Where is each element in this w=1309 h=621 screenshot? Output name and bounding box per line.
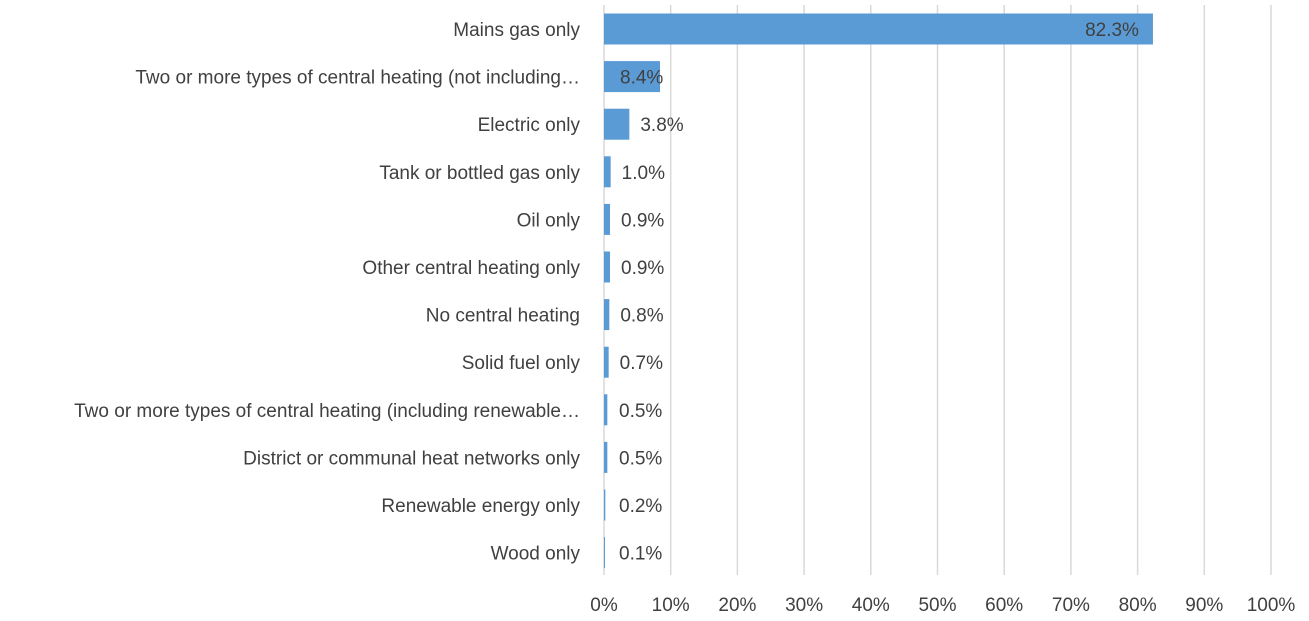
data-label: 82.3% bbox=[1085, 20, 1139, 41]
x-tick-label: 80% bbox=[1119, 595, 1157, 616]
x-tick-label: 30% bbox=[785, 595, 823, 616]
data-label: 0.7% bbox=[620, 353, 663, 374]
x-tick-label: 70% bbox=[1052, 595, 1090, 616]
bar bbox=[604, 108, 630, 140]
bar bbox=[604, 203, 611, 235]
data-label: 8.4% bbox=[620, 68, 663, 89]
x-tick-label: 50% bbox=[918, 595, 956, 616]
data-label: 1.0% bbox=[622, 163, 665, 184]
data-labels: 82.3% 8.4% 3.8% 1.0% 0.9% 0.9% 0.8% 0.7% 0.5% 0.5… bbox=[619, 20, 1139, 565]
data-label: 0.2% bbox=[619, 496, 662, 517]
category-label: Tank or bottled gas only bbox=[379, 163, 580, 184]
x-tick-label: 10% bbox=[652, 595, 690, 616]
data-label: 3.8% bbox=[640, 115, 683, 136]
data-label: 0.9% bbox=[621, 210, 664, 231]
x-tick-label: 0% bbox=[590, 595, 618, 616]
bar bbox=[604, 156, 611, 188]
category-label: Electric only bbox=[478, 115, 581, 136]
bar bbox=[604, 441, 608, 473]
bar bbox=[604, 299, 610, 331]
x-tick-label: 90% bbox=[1185, 595, 1223, 616]
bar bbox=[604, 394, 608, 426]
data-label: 0.8% bbox=[620, 306, 663, 327]
bar bbox=[604, 346, 609, 378]
bar bbox=[604, 489, 606, 521]
gridlines bbox=[603, 5, 1272, 575]
data-label: 0.5% bbox=[619, 401, 662, 422]
data-label: 0.5% bbox=[619, 448, 662, 469]
data-label: 0.1% bbox=[619, 544, 662, 565]
category-label: District or communal heat networks only bbox=[243, 448, 580, 469]
category-label: Mains gas only bbox=[453, 20, 580, 41]
category-labels: Mains gas only Two or more types of centr… bbox=[74, 20, 580, 565]
bar bbox=[604, 61, 661, 93]
bars bbox=[604, 13, 1153, 569]
x-tick-label: 40% bbox=[852, 595, 890, 616]
category-label: Wood only bbox=[491, 544, 581, 565]
category-label: No central heating bbox=[426, 306, 580, 327]
category-label: Renewable energy only bbox=[381, 496, 580, 517]
data-label: 0.9% bbox=[621, 258, 664, 279]
x-tick-label: 60% bbox=[985, 595, 1023, 616]
x-tick-label: 20% bbox=[718, 595, 756, 616]
category-label: Solid fuel only bbox=[462, 353, 581, 374]
bar bbox=[604, 537, 605, 569]
x-axis-ticks: 0% 10% 20% 30% 40% 50% 60% 70% 80% 90% 100% bbox=[590, 595, 1295, 616]
category-label: Other central heating only bbox=[362, 258, 580, 279]
category-label: Oil only bbox=[517, 210, 581, 231]
bar bbox=[604, 13, 1153, 45]
category-label: Two or more types of central heating (in… bbox=[74, 401, 580, 422]
x-tick-label: 100% bbox=[1247, 595, 1296, 616]
bar bbox=[604, 251, 611, 283]
category-label: Two or more types of central heating (no… bbox=[135, 68, 580, 89]
